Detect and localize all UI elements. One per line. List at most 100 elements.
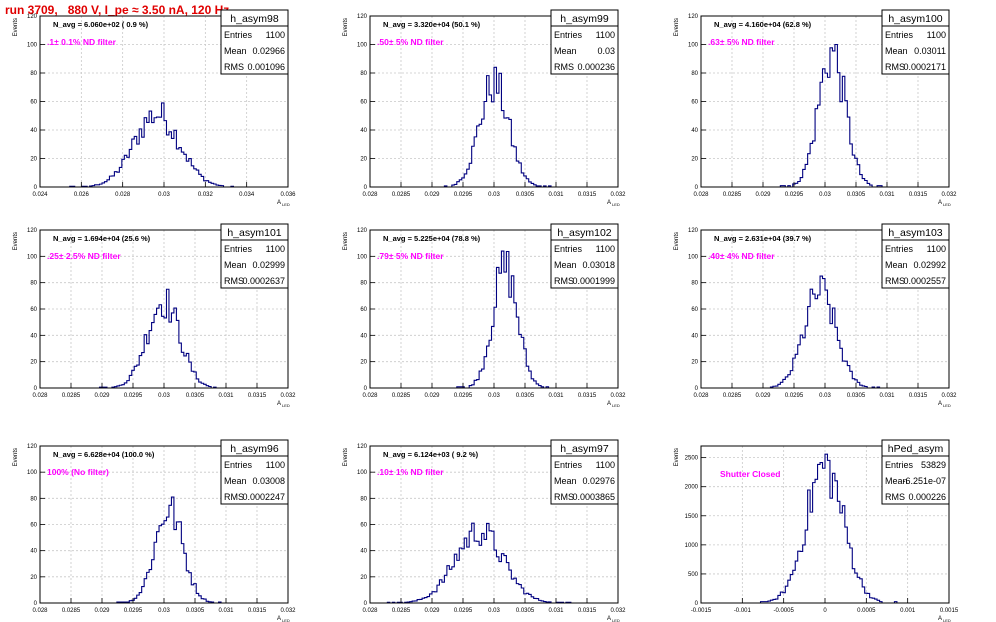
x-tick-label: 0.0295	[785, 192, 804, 198]
x-tick-label: 0.03	[488, 393, 500, 399]
stats-label-mean: Mean	[885, 260, 908, 270]
x-tick-label: 0.032	[941, 393, 957, 399]
stats-value-mean: 0.03	[597, 46, 615, 56]
x-tick-label: 0.0305	[186, 608, 205, 614]
stats-label-rms: RMS	[224, 62, 244, 72]
filter-label: 100% (No filter)	[47, 467, 109, 477]
y-tick-label: 100	[27, 470, 38, 476]
x-tick-label: -0.0005	[773, 608, 794, 614]
stats-value-rms: 0.0002171	[903, 62, 946, 72]
y-tick-label: 2000	[685, 485, 699, 491]
filter-label: .63± 5% ND filter	[708, 37, 775, 47]
x-tick-label: 0.028	[32, 608, 48, 614]
x-tick-label: 0.029	[94, 608, 110, 614]
y-tick-label: 0	[695, 386, 699, 392]
filter-label: .10± 1% ND filter	[377, 467, 444, 477]
stats-label-mean: Mean	[885, 46, 908, 56]
y-axis-title: Events	[13, 18, 19, 36]
x-tick-label: 0.028	[693, 192, 709, 198]
stats-value-entries: 1100	[927, 244, 946, 254]
stats-value-mean: 0.03008	[252, 476, 285, 486]
y-tick-label: 0	[34, 386, 38, 392]
histogram-name: h_asym96	[230, 443, 279, 455]
x-tick-label: 0.0305	[186, 393, 205, 399]
x-axis-subscript: LED	[282, 403, 290, 408]
x-tick-label: 0.032	[610, 192, 626, 198]
stats-label-entries: Entries	[554, 244, 583, 254]
x-axis-title: A	[277, 200, 281, 206]
x-tick-label: 0.028	[693, 393, 709, 399]
y-tick-label: 40	[360, 128, 367, 134]
stats-value-rms: 0.0002637	[242, 276, 285, 286]
x-tick-label: 0.0315	[248, 608, 267, 614]
x-tick-label: 0.0285	[392, 393, 411, 399]
x-tick-label: 0.028	[362, 192, 378, 198]
stats-value-entries: 1100	[266, 460, 285, 470]
stats-value-entries: 1100	[266, 30, 285, 40]
histogram-name: h_asym103	[888, 227, 942, 239]
x-tick-label: 0.024	[32, 192, 48, 198]
x-tick-label: 0.031	[879, 393, 895, 399]
y-tick-label: 80	[30, 496, 37, 502]
stats-label-rms: RMS	[554, 62, 574, 72]
y-axis-title: Events	[343, 448, 349, 466]
x-axis-title: A	[277, 616, 281, 622]
filter-label: .40± 4% ND filter	[708, 251, 775, 261]
stats-value-entries: 1100	[596, 244, 615, 254]
n-avg-annotation: N_avg = 1.694e+04 (25.6 %)	[53, 234, 151, 243]
y-tick-label: 20	[30, 575, 37, 581]
x-axis-title: A	[938, 401, 942, 407]
stats-value-entries: 1100	[266, 244, 285, 254]
histogram-panel-h_asym103: 0.028 0.0285 0.029 0.0295 0.03 0.0305 0.031 0.0…	[674, 223, 957, 408]
x-tick-label: 0.0315	[578, 192, 597, 198]
stats-value-entries: 53829	[921, 460, 946, 470]
x-tick-label: 0.031	[548, 393, 564, 399]
y-tick-label: 40	[30, 128, 37, 134]
y-tick-label: 100	[688, 254, 699, 260]
x-tick-label: 0.0295	[124, 393, 143, 399]
stats-value-mean: -6.251e-07	[902, 476, 946, 486]
filter-label: .50± 5% ND filter	[377, 37, 444, 47]
x-tick-label: 0.0295	[454, 393, 473, 399]
x-axis-title: A	[607, 200, 611, 206]
y-tick-label: 100	[357, 470, 368, 476]
filter-label: .79± 5% ND filter	[377, 251, 444, 261]
stats-label-entries: Entries	[885, 30, 914, 40]
histogram-panel-h_asym101: 0.028 0.0285 0.029 0.0295 0.03 0.0305 0.031 0.0…	[13, 223, 296, 408]
y-tick-label: 20	[30, 360, 37, 366]
x-axis-subscript: LED	[943, 202, 951, 207]
x-axis-subscript: LED	[612, 403, 620, 408]
y-tick-label: 80	[30, 281, 37, 287]
x-tick-label: 0.0315	[909, 393, 928, 399]
y-tick-label: 40	[360, 549, 367, 555]
x-axis-subscript: LED	[282, 618, 290, 622]
y-tick-label: 2500	[685, 456, 699, 462]
x-tick-label: 0.028	[115, 192, 131, 198]
filter-label: .1± 0.1% ND filter	[47, 37, 117, 47]
x-tick-label: 0.031	[218, 393, 234, 399]
x-tick-label: 0.0285	[392, 608, 411, 614]
y-tick-label: 0	[695, 185, 699, 191]
stats-label-rms: RMS	[885, 276, 905, 286]
histogram-panel-h_asym98: 0.024 0.026 0.028 0.03 0.032 0.034 0.036 0 20 40 6…	[13, 9, 296, 207]
x-tick-label: 0.029	[424, 192, 440, 198]
x-tick-label: 0.03	[158, 192, 170, 198]
stats-box	[220, 9, 289, 75]
y-tick-label: 60	[30, 307, 37, 313]
x-tick-label: 0.032	[610, 393, 626, 399]
x-tick-label: 0.03	[488, 608, 500, 614]
histogram-name: h_asym98	[230, 13, 279, 25]
x-tick-label: 0.0285	[723, 192, 742, 198]
y-tick-label: 120	[27, 444, 38, 450]
y-tick-label: 0	[364, 601, 368, 607]
stats-label-mean: Mean	[554, 46, 577, 56]
filter-label: .25± 2.5% ND filter	[47, 251, 121, 261]
x-axis-subscript: LED	[282, 202, 290, 207]
x-axis-title: A	[277, 401, 281, 407]
stats-label-rms: RMS	[554, 276, 574, 286]
y-tick-label: 1500	[685, 514, 699, 520]
stats-label-mean: Mean	[224, 46, 247, 56]
y-tick-label: 40	[691, 333, 698, 339]
x-tick-label: 0.0305	[847, 192, 866, 198]
